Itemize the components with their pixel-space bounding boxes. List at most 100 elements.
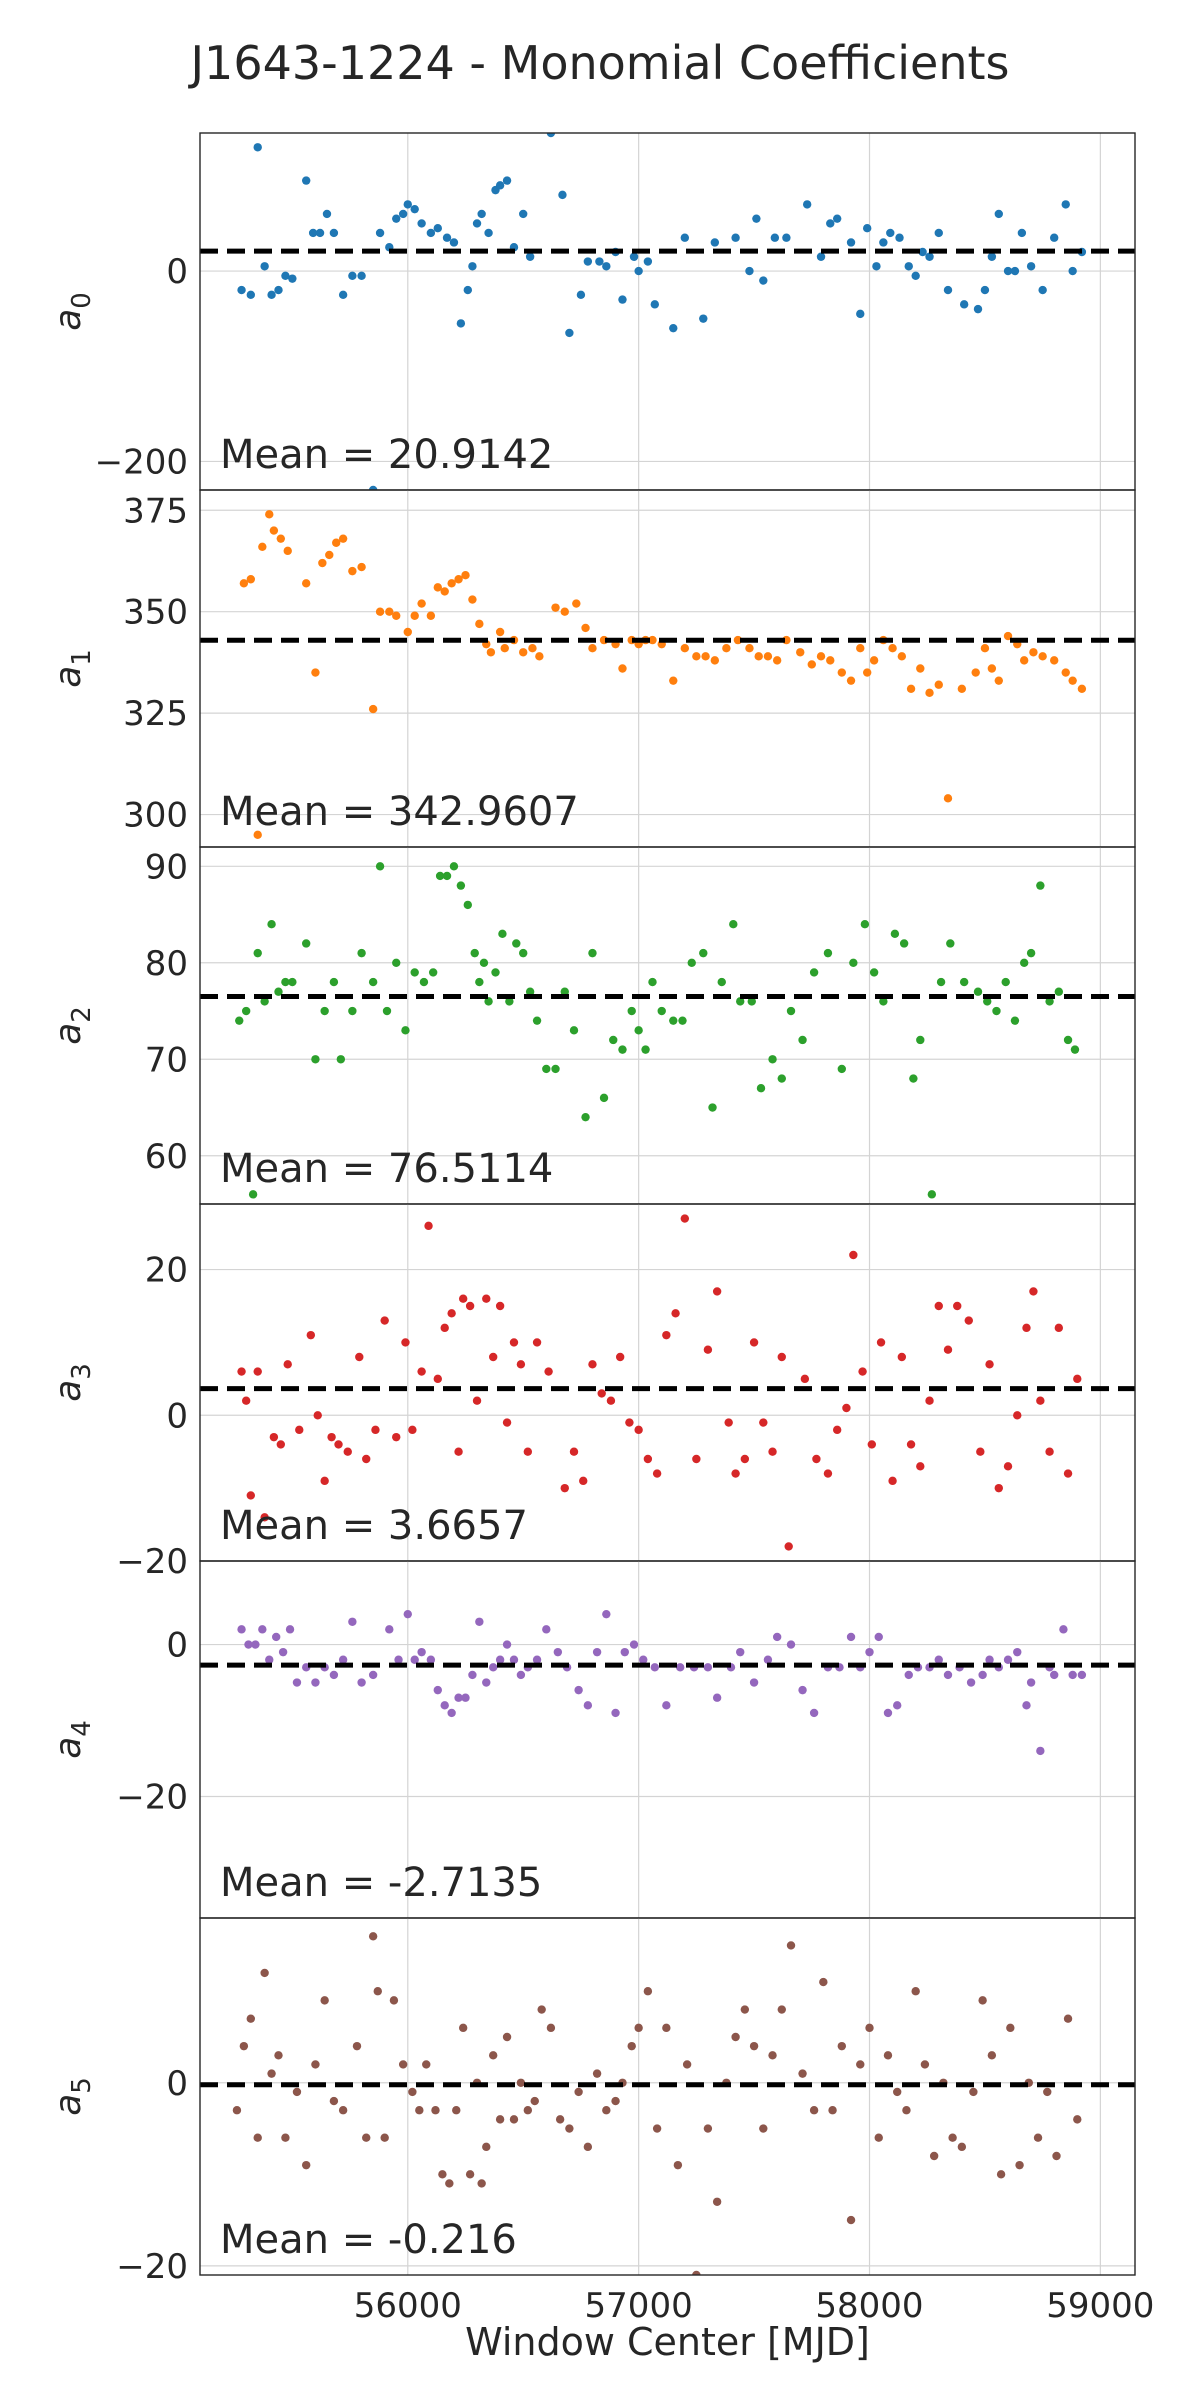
data-point xyxy=(1022,1701,1031,1710)
data-point xyxy=(477,2179,486,2188)
data-point xyxy=(458,1294,468,1303)
data-point xyxy=(426,611,436,620)
data-point xyxy=(996,2170,1006,2179)
data-point xyxy=(274,285,283,295)
y-tick-label: −20 xyxy=(116,1542,188,1582)
data-point xyxy=(551,603,560,612)
data-point xyxy=(648,977,657,987)
data-point xyxy=(516,1670,526,1680)
data-point xyxy=(327,1432,336,1442)
data-point xyxy=(415,2106,424,2115)
data-point xyxy=(246,1491,255,1500)
data-point xyxy=(519,209,528,219)
mean-label: Mean = 342.9607 xyxy=(220,789,579,835)
data-point xyxy=(389,1996,399,2005)
data-point xyxy=(498,929,507,939)
data-point xyxy=(1022,1323,1031,1333)
data-point xyxy=(583,2142,593,2152)
data-point xyxy=(650,300,660,309)
data-point xyxy=(555,2115,565,2124)
panel-4: 0 −20 Mean = -2.7135 a4 xyxy=(48,1560,1136,1919)
data-point xyxy=(382,1006,392,1016)
data-point xyxy=(883,2051,893,2060)
data-point xyxy=(542,1625,551,1634)
data-point xyxy=(509,2115,519,2124)
data-point xyxy=(357,1678,366,1687)
data-point xyxy=(747,997,756,1006)
data-point xyxy=(260,262,269,271)
data-point xyxy=(943,285,953,295)
data-point xyxy=(320,1476,329,1486)
data-point xyxy=(403,200,412,209)
data-point xyxy=(763,1655,773,1664)
data-point xyxy=(301,176,311,185)
data-point xyxy=(368,1932,378,1941)
data-point xyxy=(495,2115,505,2124)
data-point xyxy=(618,1045,627,1054)
data-point xyxy=(1077,1670,1087,1680)
data-point xyxy=(486,648,496,657)
data-point xyxy=(465,2170,475,2179)
data-point xyxy=(357,271,366,280)
data-point xyxy=(468,1670,477,1680)
data-point xyxy=(1026,948,1036,958)
data-point xyxy=(551,1064,560,1074)
data-point xyxy=(560,1483,569,1493)
data-point xyxy=(371,1425,380,1435)
data-point xyxy=(874,2133,883,2142)
data-point xyxy=(1068,1670,1077,1680)
data-point xyxy=(530,2096,539,2106)
data-point xyxy=(532,1016,542,1025)
data-point xyxy=(470,948,479,958)
data-point xyxy=(749,2041,759,2051)
data-point xyxy=(454,1447,463,1456)
data-point xyxy=(849,1250,858,1260)
data-point xyxy=(482,1678,491,1687)
data-point xyxy=(643,1454,653,1464)
data-point xyxy=(237,285,246,295)
data-point xyxy=(671,1309,680,1318)
data-point xyxy=(1054,987,1064,996)
data-point xyxy=(581,1112,590,1122)
data-point xyxy=(1003,266,1013,276)
data-point xyxy=(927,1190,937,1199)
data-point xyxy=(802,200,812,209)
data-point xyxy=(969,2087,978,2097)
data-point xyxy=(699,314,708,323)
data-point xyxy=(669,323,678,333)
series-points xyxy=(237,1609,1087,1756)
data-point xyxy=(1063,1035,1073,1045)
data-point xyxy=(431,2106,440,2115)
data-point xyxy=(456,319,466,328)
data-point xyxy=(920,2060,930,2069)
data-point xyxy=(786,1006,796,1016)
data-point xyxy=(673,2160,683,2170)
data-point xyxy=(588,948,597,958)
data-point xyxy=(235,1016,244,1025)
data-point xyxy=(639,1655,648,1664)
data-point xyxy=(500,644,509,653)
data-point xyxy=(823,948,833,958)
data-point xyxy=(599,1093,609,1103)
panel-3: 20 0 −20 Mean = 3.6657 a3 xyxy=(48,1203,1136,1582)
data-point xyxy=(525,987,535,996)
data-point xyxy=(1013,1411,1022,1420)
data-point xyxy=(433,224,442,233)
data-point xyxy=(782,233,791,242)
x-tick-label: 56000 xyxy=(354,2286,462,2326)
data-point xyxy=(662,1330,671,1340)
data-point xyxy=(936,977,946,987)
data-point xyxy=(994,1483,1003,1493)
x-axis-label: Window Center [MJD] xyxy=(465,2320,870,2364)
data-point xyxy=(736,1647,745,1657)
y-axis-label: a0 xyxy=(48,292,97,331)
y-tick-label: 80 xyxy=(145,944,188,984)
data-point xyxy=(244,1640,253,1649)
data-point xyxy=(274,987,283,996)
data-point xyxy=(987,664,997,673)
data-point xyxy=(798,1035,807,1045)
data-point xyxy=(708,1103,717,1112)
data-point xyxy=(1049,233,1059,242)
data-point xyxy=(703,1345,713,1354)
data-point xyxy=(867,1440,877,1449)
